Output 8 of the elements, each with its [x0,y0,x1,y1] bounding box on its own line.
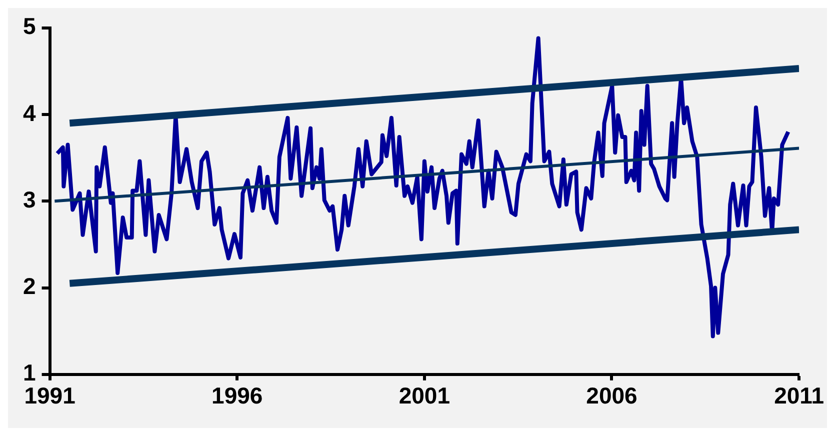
y-tick-label: 4 [22,100,36,126]
x-tick-label: 2001 [398,382,450,409]
y-tick-label: 2 [22,273,36,300]
y-tick-label: 3 [22,186,36,212]
x-tick-label: 2006 [586,382,638,409]
y-tick-label: 5 [22,13,36,40]
x-tick-label: 2011 [774,382,824,409]
x-tick-label: 1996 [212,382,263,409]
